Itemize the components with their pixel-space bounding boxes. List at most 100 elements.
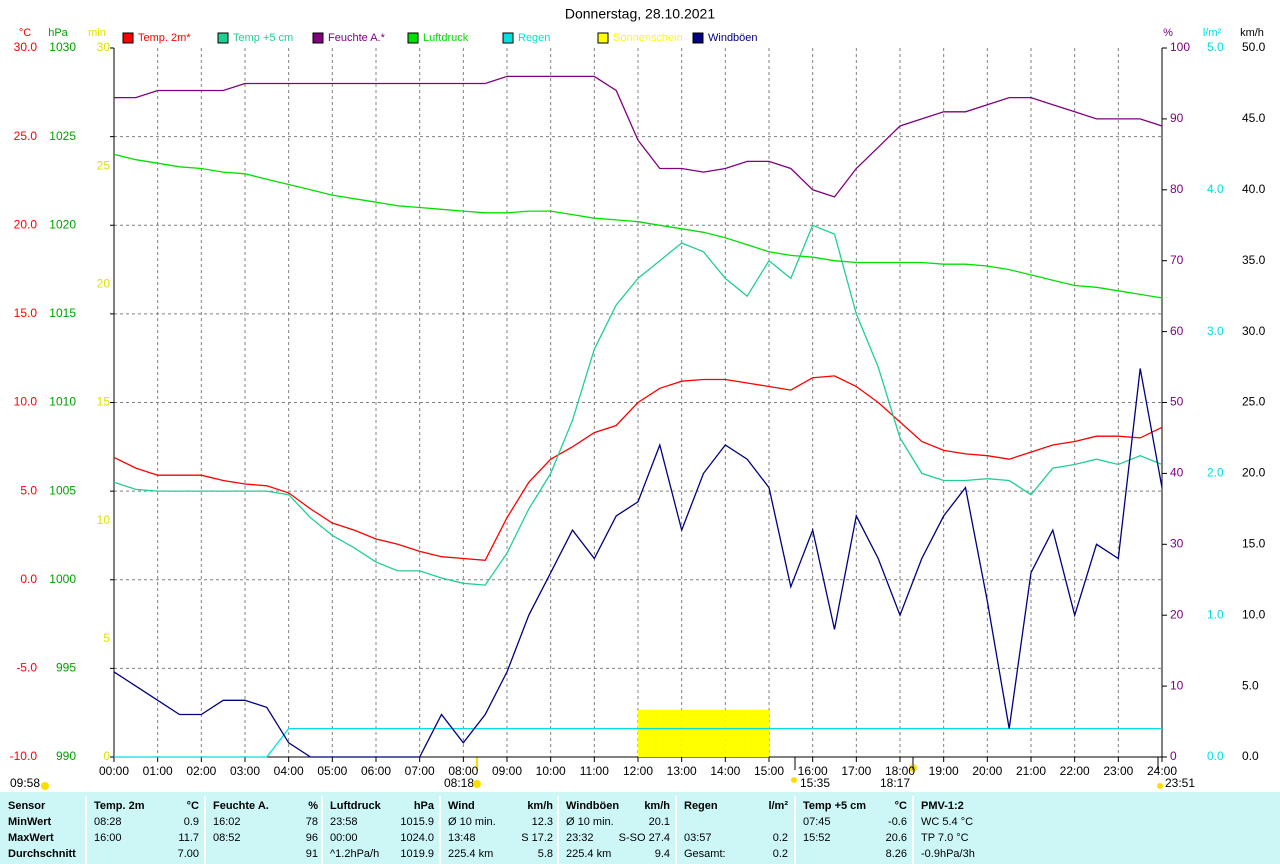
table-header: Windböen (566, 800, 619, 812)
table-cell: 13:48 (448, 832, 476, 844)
x-tick-label: 09:00 (492, 764, 522, 778)
annotation: 08:18 (444, 776, 474, 790)
table-cell: 20.6 (886, 832, 907, 844)
chart-title: Donnerstag, 28.10.2021 (565, 6, 715, 22)
x-tick-label: 22:00 (1060, 764, 1090, 778)
y-tick-label: 5.0 (1242, 678, 1259, 692)
y-tick-label: 1020 (49, 217, 76, 231)
table-cell: 0.2 (773, 832, 788, 844)
legend-label: Temp +5 cm (233, 32, 293, 44)
annotation: 23:51 (1165, 776, 1195, 790)
sunshine-bar (725, 709, 748, 757)
y-tick-label: 20 (97, 277, 111, 291)
x-tick-label: 11:00 (580, 764, 609, 778)
y-tick-label: 1015 (49, 306, 76, 320)
y-tick-label: 0 (1170, 749, 1177, 763)
legend-label: Temp. 2m* (138, 32, 191, 44)
y-tick-label: 30.0 (14, 40, 38, 54)
y-tick-label: 1005 (49, 483, 76, 497)
y-tick-label: 1030 (49, 40, 76, 54)
table-header: Sensor (8, 800, 46, 812)
table-cell: 0.2 (773, 848, 788, 860)
y-tick-label: 5.0 (1207, 40, 1224, 54)
table-cell: 16:02 (213, 816, 241, 828)
table-header-unit: °C (187, 800, 199, 812)
y-tick-label: 2.0 (1207, 466, 1224, 480)
table-cell: 23:32 (566, 832, 594, 844)
y-tick-label: 40.0 (1242, 182, 1266, 196)
x-tick-label: 24:00 (1147, 764, 1177, 778)
table-cell: 1015.9 (400, 816, 434, 828)
y-tick-label: 3.0 (1207, 324, 1224, 338)
series-line (114, 75, 1163, 198)
y-tick-label: 1025 (49, 129, 76, 143)
x-tick-label: 16:00 (798, 764, 828, 778)
y-tick-label: 30.0 (1242, 324, 1266, 338)
table-cell: 96 (306, 832, 318, 844)
axis-unit: min (88, 27, 106, 39)
table-cell: 78 (306, 816, 318, 828)
table-header: Luftdruck (330, 800, 382, 812)
x-tick-label: 15:00 (754, 764, 784, 778)
sun-icon (1157, 783, 1163, 789)
x-tick-label: 12:00 (623, 764, 653, 778)
table-cell: -0.9hPa/3h (921, 848, 975, 860)
table-header-unit: km/h (644, 800, 670, 812)
table-cell: -0.6 (888, 816, 907, 828)
legend-label: Windböen (708, 32, 758, 44)
x-tick-label: 06:00 (361, 764, 391, 778)
table-header: Temp +5 cm (803, 800, 866, 812)
annotation: 09:58 (10, 776, 40, 790)
table-cell: 1019.9 (400, 848, 434, 860)
table-cell: S-SO 27.4 (619, 832, 670, 844)
table-cell: 07:45 (803, 816, 831, 828)
sun-icon (473, 780, 481, 788)
y-tick-label: 45.0 (1242, 111, 1266, 125)
table-cell: 20.1 (649, 816, 670, 828)
table-cell: Ø 10 min. (566, 816, 614, 828)
x-tick-label: 03:00 (230, 764, 260, 778)
y-tick-label: 1.0 (1207, 607, 1224, 621)
sunshine-bar (747, 709, 769, 757)
table-cell: 1024.0 (400, 832, 434, 844)
y-tick-label: 20.0 (14, 217, 38, 231)
y-tick-label: 70 (1170, 253, 1184, 267)
annotation: 15:35 (800, 776, 830, 790)
axis-unit: hPa (48, 27, 68, 39)
table-header-unit: l/m² (768, 800, 788, 812)
table-cell: 91 (306, 848, 318, 860)
table-background (0, 792, 1280, 864)
y-tick-label: 1000 (49, 572, 76, 586)
table-cell: 9.4 (655, 848, 670, 860)
y-tick-label: 4.0 (1207, 182, 1224, 196)
x-tick-label: 07:00 (405, 764, 435, 778)
x-tick-label: 01:00 (143, 764, 173, 778)
table-cell: TP 7.0 °C (921, 832, 969, 844)
table-cell: Gesamt: (684, 848, 726, 860)
x-tick-label: 00:00 (99, 764, 129, 778)
table-header: Wind (448, 800, 475, 812)
y-tick-label: 90 (1170, 111, 1184, 125)
legend-swatch (597, 32, 609, 44)
axis-unit: °C (19, 27, 31, 39)
table-cell: ^1.2hPa/h (330, 848, 379, 860)
sun-icon (791, 777, 797, 783)
y-tick-label: 50.0 (1242, 40, 1266, 54)
y-tick-label: 30 (97, 40, 111, 54)
y-tick-label: 60 (1170, 324, 1184, 338)
x-tick-label: 05:00 (317, 764, 347, 778)
table-header-unit: % (308, 800, 318, 812)
sunshine-bar (659, 709, 682, 757)
table-cell: 08:52 (213, 832, 241, 844)
series-line (113, 375, 1163, 561)
y-tick-label: 40 (1170, 466, 1184, 480)
table-cell: 225.4 km (448, 848, 493, 860)
table-header: Feuchte A. (213, 800, 269, 812)
table-cell: 16:00 (94, 832, 122, 844)
y-tick-label: 20.0 (1242, 466, 1266, 480)
table-cell: 11.7 (178, 832, 199, 844)
y-tick-label: 15.0 (14, 306, 38, 320)
table-header: Regen (684, 800, 718, 812)
